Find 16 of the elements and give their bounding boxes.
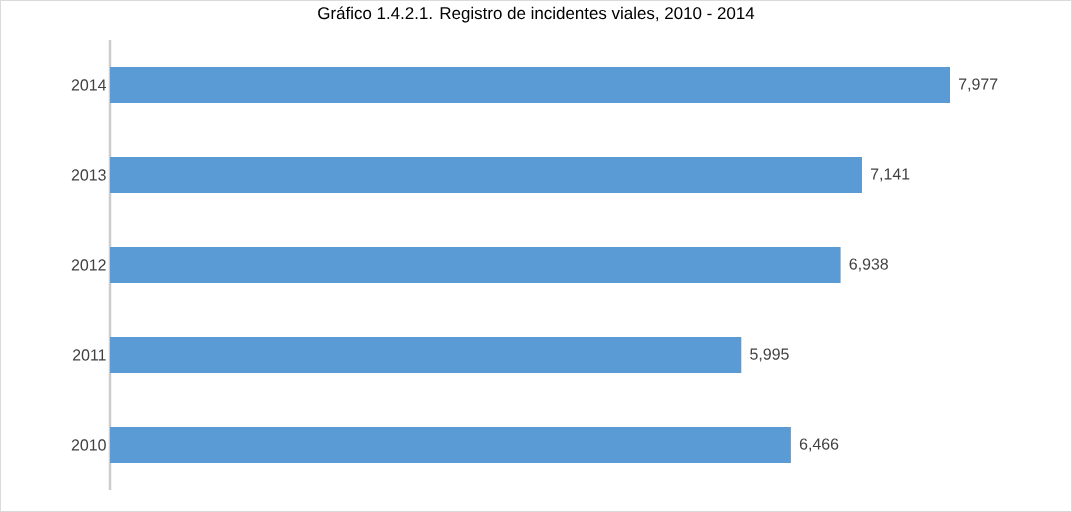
y-tick-label: 2010 bbox=[71, 439, 106, 451]
data-label: 6,466 bbox=[799, 438, 839, 452]
y-tick-label: 2012 bbox=[71, 259, 106, 271]
chart-title: Gráfico 1.4.2.1. Registro de incidentes viales, 2010 - 2014 bbox=[318, 6, 755, 23]
bar bbox=[110, 67, 951, 103]
bar bbox=[110, 336, 742, 373]
y-tick-label: 2011 bbox=[73, 349, 106, 361]
bar bbox=[110, 426, 791, 463]
bar bbox=[110, 156, 862, 193]
data-label: 6,938 bbox=[849, 258, 888, 272]
data-label: 7,141 bbox=[870, 168, 910, 182]
y-tick-label: 2014 bbox=[71, 79, 107, 91]
bar bbox=[110, 246, 841, 283]
y-tick-label: 2013 bbox=[71, 169, 106, 181]
data-label: 5,995 bbox=[750, 348, 789, 362]
data-label: 7,977 bbox=[959, 78, 998, 92]
